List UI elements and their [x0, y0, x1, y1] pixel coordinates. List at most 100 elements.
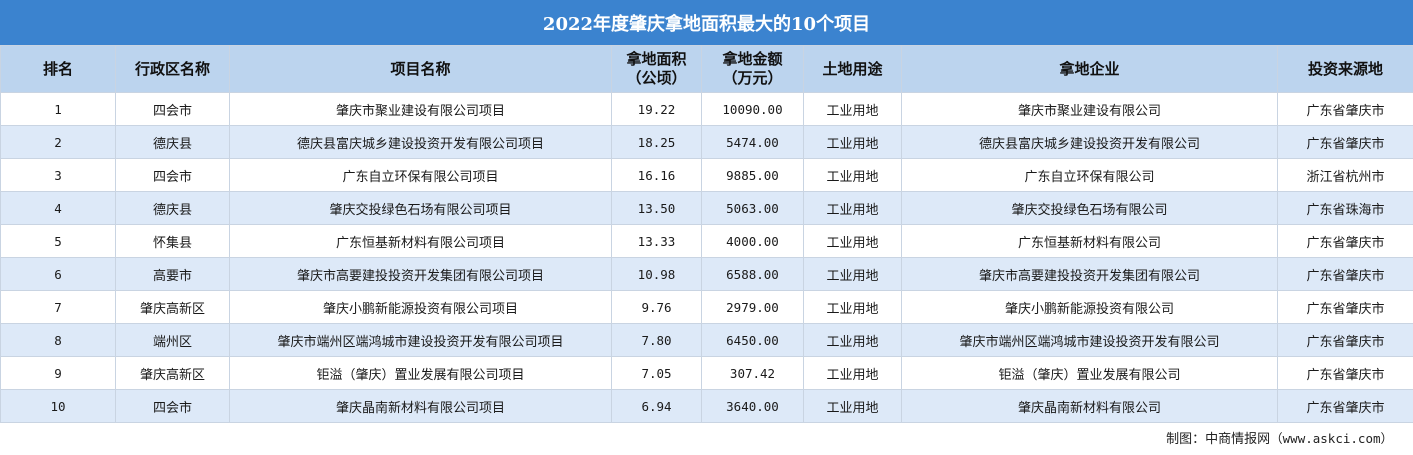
land-use-cell: 工业用地 [803, 191, 902, 225]
land-use-cell: 工业用地 [803, 356, 902, 390]
company-cell: 德庆县富庆城乡建设投资开发有限公司 [901, 125, 1278, 159]
area-cell: 18.25 [611, 125, 702, 159]
district-cell: 德庆县 [115, 125, 230, 159]
data-table: 排名 行政区名称 项目名称 拿地面积 （公顷） 拿地金额 （万元） 土地用途 拿地企… [0, 45, 1413, 423]
land-use-cell: 工业用地 [803, 389, 902, 423]
rank-cell: 10 [0, 389, 116, 423]
district-cell: 肇庆高新区 [115, 290, 230, 324]
amount-cell: 4000.00 [701, 224, 804, 258]
company-cell: 肇庆小鹏新能源投资有限公司 [901, 290, 1278, 324]
origin-cell: 浙江省杭州市 [1277, 158, 1413, 192]
land-use-cell: 工业用地 [803, 323, 902, 357]
land-use-cell: 工业用地 [803, 158, 902, 192]
district-cell: 四会市 [115, 92, 230, 126]
company-cell: 钜溢（肇庆）置业发展有限公司 [901, 356, 1278, 390]
column-header: 拿地企业 [901, 45, 1278, 93]
amount-cell: 6450.00 [701, 323, 804, 357]
rank-cell: 5 [0, 224, 116, 258]
district-cell: 肇庆高新区 [115, 356, 230, 390]
rank-cell: 4 [0, 191, 116, 225]
origin-cell: 广东省肇庆市 [1277, 224, 1413, 258]
origin-cell: 广东省肇庆市 [1277, 125, 1413, 159]
table-row: 5 怀集县 广东恒基新材料有限公司项目 13.33 4000.00 工业用地 广东恒基新材料… [0, 224, 1413, 258]
rank-cell: 2 [0, 125, 116, 159]
area-cell: 10.98 [611, 257, 702, 291]
rank-cell: 9 [0, 356, 116, 390]
origin-cell: 广东省珠海市 [1277, 191, 1413, 225]
district-cell: 四会市 [115, 389, 230, 423]
project-name-cell: 肇庆市端州区端鸿城市建设投资开发有限公司项目 [229, 323, 612, 357]
amount-cell: 307.42 [701, 356, 804, 390]
company-cell: 广东恒基新材料有限公司 [901, 224, 1278, 258]
district-cell: 高要市 [115, 257, 230, 291]
rank-cell: 8 [0, 323, 116, 357]
column-header: 拿地面积 （公顷） [611, 45, 702, 93]
project-name-cell: 肇庆小鹏新能源投资有限公司项目 [229, 290, 612, 324]
footer-credit: 制图：中商情报网（www.askci.com） [1166, 428, 1393, 447]
table-row: 10 四会市 肇庆晶南新材料有限公司项目 6.94 3640.00 工业用地 肇庆晶南新材料… [0, 389, 1413, 423]
table-row: 8 端州区 肇庆市端州区端鸿城市建设投资开发有限公司项目 7.80 6450.00 工业用… [0, 323, 1413, 357]
table-body: 1 四会市 肇庆市聚业建设有限公司项目 19.22 10090.00 工业用地 肇庆市聚业建… [0, 92, 1413, 423]
column-header: 拿地金额 （万元） [701, 45, 804, 93]
area-cell: 19.22 [611, 92, 702, 126]
table-row: 4 德庆县 肇庆交投绿色石场有限公司项目 13.50 5063.00 工业用地 肇庆交投绿色… [0, 191, 1413, 225]
amount-cell: 3640.00 [701, 389, 804, 423]
origin-cell: 广东省肇庆市 [1277, 92, 1413, 126]
district-cell: 怀集县 [115, 224, 230, 258]
land-use-cell: 工业用地 [803, 290, 902, 324]
project-name-cell: 德庆县富庆城乡建设投资开发有限公司项目 [229, 125, 612, 159]
origin-cell: 广东省肇庆市 [1277, 323, 1413, 357]
table-title: 2022年度肇庆拿地面积最大的10个项目 [0, 0, 1413, 45]
origin-cell: 广东省肇庆市 [1277, 389, 1413, 423]
company-cell: 肇庆晶南新材料有限公司 [901, 389, 1278, 423]
amount-cell: 6588.00 [701, 257, 804, 291]
table-row: 2 德庆县 德庆县富庆城乡建设投资开发有限公司项目 18.25 5474.00 工业用地德… [0, 125, 1413, 159]
project-name-cell: 广东自立环保有限公司项目 [229, 158, 612, 192]
table-row: 1 四会市 肇庆市聚业建设有限公司项目 19.22 10090.00 工业用地 肇庆市聚业建… [0, 92, 1413, 126]
area-cell: 16.16 [611, 158, 702, 192]
table-row: 9 肇庆高新区 钜溢（肇庆）置业发展有限公司项目 7.05 307.42 工业用地 钜溢（肇… [0, 356, 1413, 390]
area-cell: 13.50 [611, 191, 702, 225]
area-cell: 7.05 [611, 356, 702, 390]
column-header: 项目名称 [229, 45, 612, 93]
company-cell: 肇庆市聚业建设有限公司 [901, 92, 1278, 126]
project-name-cell: 钜溢（肇庆）置业发展有限公司项目 [229, 356, 612, 390]
district-cell: 德庆县 [115, 191, 230, 225]
area-cell: 7.80 [611, 323, 702, 357]
amount-cell: 2979.00 [701, 290, 804, 324]
company-cell: 肇庆市高要建投投资开发集团有限公司 [901, 257, 1278, 291]
district-cell: 端州区 [115, 323, 230, 357]
land-use-cell: 工业用地 [803, 125, 902, 159]
origin-cell: 广东省肇庆市 [1277, 290, 1413, 324]
column-header: 投资来源地 [1277, 45, 1413, 93]
amount-cell: 10090.00 [701, 92, 804, 126]
rank-cell: 7 [0, 290, 116, 324]
area-cell: 9.76 [611, 290, 702, 324]
origin-cell: 广东省肇庆市 [1277, 257, 1413, 291]
land-use-cell: 工业用地 [803, 257, 902, 291]
company-cell: 肇庆市端州区端鸿城市建设投资开发有限公司 [901, 323, 1278, 357]
project-name-cell: 广东恒基新材料有限公司项目 [229, 224, 612, 258]
column-header: 行政区名称 [115, 45, 230, 93]
land-use-cell: 工业用地 [803, 92, 902, 126]
area-cell: 13.33 [611, 224, 702, 258]
project-name-cell: 肇庆晶南新材料有限公司项目 [229, 389, 612, 423]
amount-cell: 5474.00 [701, 125, 804, 159]
column-header: 土地用途 [803, 45, 902, 93]
company-cell: 肇庆交投绿色石场有限公司 [901, 191, 1278, 225]
project-name-cell: 肇庆市聚业建设有限公司项目 [229, 92, 612, 126]
area-cell: 6.94 [611, 389, 702, 423]
land-use-cell: 工业用地 [803, 224, 902, 258]
footer-label: 制图：中商情报网 [1166, 432, 1271, 447]
rank-cell: 1 [0, 92, 116, 126]
table-row: 7 肇庆高新区 肇庆小鹏新能源投资有限公司项目 9.76 2979.00 工业用地 肇庆小鹏… [0, 290, 1413, 324]
amount-cell: 5063.00 [701, 191, 804, 225]
district-cell: 四会市 [115, 158, 230, 192]
table-row: 6 高要市 肇庆市高要建投投资开发集团有限公司项目 10.98 6588.00 工业用地肇… [0, 257, 1413, 291]
table-row: 3 四会市 广东自立环保有限公司项目 16.16 9885.00 工业用地 广东自立环保有限… [0, 158, 1413, 192]
header-row: 排名 行政区名称 项目名称 拿地面积 （公顷） 拿地金额 （万元） 土地用途 拿地企… [0, 45, 1413, 93]
project-name-cell: 肇庆市高要建投投资开发集团有限公司项目 [229, 257, 612, 291]
company-cell: 广东自立环保有限公司 [901, 158, 1278, 192]
footer-source: （www.askci.com） [1270, 431, 1393, 446]
project-name-cell: 肇庆交投绿色石场有限公司项目 [229, 191, 612, 225]
